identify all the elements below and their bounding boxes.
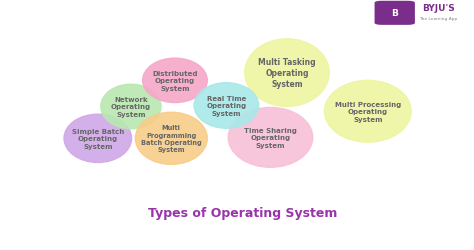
Text: Distributed
Operating
System: Distributed Operating System xyxy=(152,71,198,91)
Text: Types of Operating System: Types of Operating System xyxy=(148,206,337,219)
FancyBboxPatch shape xyxy=(374,2,415,26)
Text: Multi Processing
Operating
System: Multi Processing Operating System xyxy=(335,102,401,122)
Text: Multi
Programming
Batch Operating
System: Multi Programming Batch Operating System xyxy=(141,125,201,152)
Ellipse shape xyxy=(228,108,313,168)
Text: B: B xyxy=(391,9,398,18)
Text: Multi Tasking
Operating
System: Multi Tasking Operating System xyxy=(258,58,316,88)
Text: The Learning App: The Learning App xyxy=(419,17,458,21)
Text: Simple Batch
Operating
System: Simple Batch Operating System xyxy=(72,128,124,149)
Ellipse shape xyxy=(245,40,329,107)
Ellipse shape xyxy=(143,59,207,103)
Text: Network
Operating
System: Network Operating System xyxy=(111,97,151,117)
Ellipse shape xyxy=(135,113,207,165)
Ellipse shape xyxy=(194,83,259,129)
Ellipse shape xyxy=(101,85,161,129)
Text: BYJU'S: BYJU'S xyxy=(422,4,455,13)
Text: Real Time
Operating
System: Real Time Operating System xyxy=(206,96,246,116)
Ellipse shape xyxy=(64,115,132,163)
Text: Time Sharing
Operating
System: Time Sharing Operating System xyxy=(244,128,297,148)
Ellipse shape xyxy=(325,81,411,142)
